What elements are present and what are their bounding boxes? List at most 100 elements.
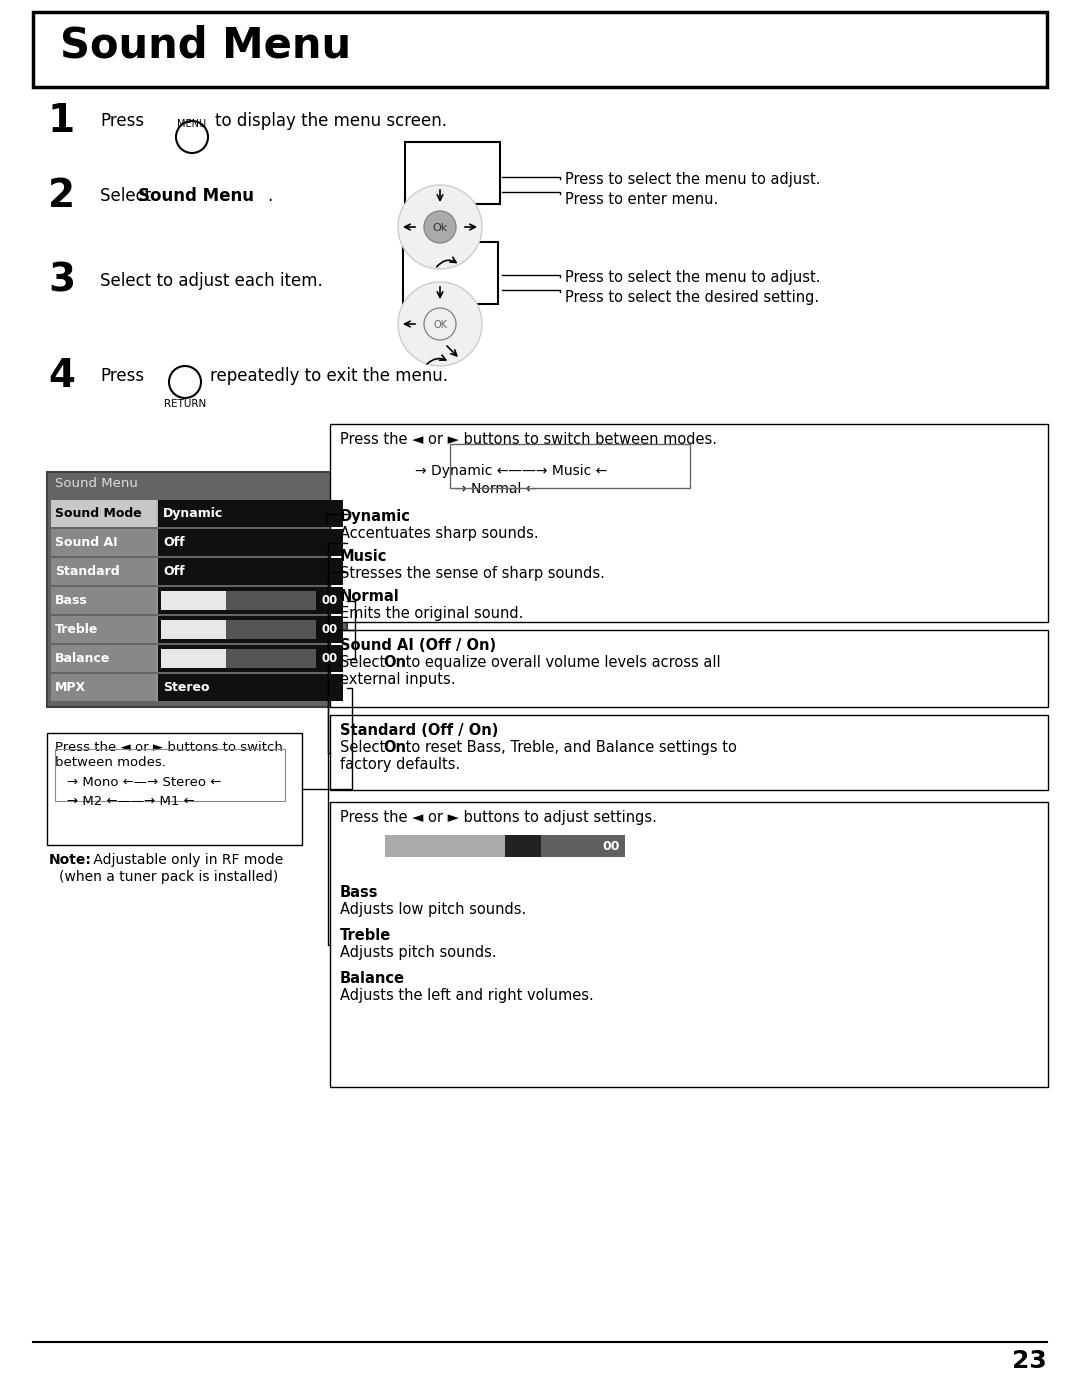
- Bar: [158, 500, 343, 527]
- Text: → Normal ←: → Normal ←: [455, 482, 538, 496]
- Text: Treble: Treble: [340, 928, 391, 943]
- Bar: [51, 500, 156, 527]
- Text: Bass: Bass: [390, 840, 422, 852]
- Text: 00: 00: [603, 840, 620, 852]
- Text: Press to enter menu.: Press to enter menu.: [565, 191, 718, 207]
- Bar: [161, 620, 226, 638]
- Text: Select: Select: [340, 740, 390, 754]
- Text: Sound Menu: Sound Menu: [55, 476, 138, 490]
- Text: Sound AI: Sound AI: [55, 536, 118, 549]
- Bar: [384, 835, 505, 856]
- Text: Standard: Standard: [55, 564, 120, 578]
- Bar: [51, 557, 343, 585]
- Bar: [51, 529, 156, 556]
- Text: → M2 ←——→ M1 ←: → M2 ←——→ M1 ←: [67, 795, 194, 807]
- Text: to display the menu screen.: to display the menu screen.: [215, 112, 447, 130]
- Bar: [405, 142, 500, 204]
- Text: Treble: Treble: [55, 623, 98, 636]
- Bar: [161, 650, 316, 668]
- Text: Accentuates sharp sounds.: Accentuates sharp sounds.: [340, 527, 539, 541]
- Bar: [51, 500, 343, 527]
- Bar: [161, 650, 226, 668]
- Text: between modes.: between modes.: [55, 756, 166, 768]
- Text: Off: Off: [163, 564, 185, 578]
- Text: 4: 4: [48, 358, 75, 395]
- Text: Press: Press: [100, 367, 144, 386]
- Bar: [51, 616, 343, 643]
- Bar: [51, 587, 156, 615]
- Text: Stresses the sense of sharp sounds.: Stresses the sense of sharp sounds.: [340, 566, 605, 581]
- Text: external inputs.: external inputs.: [340, 672, 456, 687]
- Text: 00: 00: [322, 623, 338, 636]
- Text: Bass: Bass: [55, 594, 87, 608]
- Text: Bass: Bass: [340, 886, 378, 900]
- Bar: [161, 591, 316, 610]
- Bar: [55, 749, 285, 800]
- Bar: [51, 645, 343, 672]
- Bar: [330, 715, 1048, 789]
- Bar: [158, 673, 343, 701]
- Bar: [51, 557, 156, 585]
- Bar: [403, 242, 498, 305]
- Bar: [505, 835, 541, 856]
- Text: MPX: MPX: [55, 680, 86, 694]
- Text: On: On: [383, 655, 406, 671]
- Bar: [51, 587, 343, 615]
- Text: Music: Music: [340, 549, 388, 564]
- Bar: [51, 645, 156, 672]
- Bar: [48, 472, 347, 707]
- Text: Press the ◄ or ► buttons to switch between modes.: Press the ◄ or ► buttons to switch betwe…: [340, 432, 717, 447]
- Bar: [450, 444, 690, 488]
- Text: to reset Bass, Treble, and Balance settings to: to reset Bass, Treble, and Balance setti…: [401, 740, 737, 754]
- Circle shape: [399, 282, 482, 366]
- Text: 3: 3: [48, 263, 76, 300]
- Text: to equalize overall volume levels across all: to equalize overall volume levels across…: [401, 655, 720, 671]
- Text: 00: 00: [322, 594, 338, 608]
- Text: Sound AI (Off / On): Sound AI (Off / On): [340, 638, 496, 652]
- Bar: [161, 591, 226, 610]
- Bar: [51, 529, 343, 556]
- Text: 23: 23: [1012, 1350, 1047, 1373]
- Text: Ok: Ok: [432, 224, 447, 233]
- Circle shape: [399, 184, 482, 270]
- Text: Press to select the menu to adjust.: Press to select the menu to adjust.: [565, 172, 821, 187]
- Text: Press to select the desired setting.: Press to select the desired setting.: [565, 291, 819, 305]
- Bar: [161, 620, 316, 638]
- Text: Press the ◄ or ► buttons to switch: Press the ◄ or ► buttons to switch: [55, 740, 283, 754]
- Bar: [158, 557, 343, 585]
- Text: RETURN: RETURN: [164, 400, 206, 409]
- Text: MENU: MENU: [177, 119, 206, 129]
- Bar: [330, 425, 1048, 622]
- Text: 00: 00: [322, 652, 338, 665]
- Text: → Mono ←—→ Stereo ←: → Mono ←—→ Stereo ←: [67, 775, 221, 789]
- Text: Select to adjust each item.: Select to adjust each item.: [100, 272, 323, 291]
- Text: repeatedly to exit the menu.: repeatedly to exit the menu.: [210, 367, 448, 386]
- Text: factory defaults.: factory defaults.: [340, 757, 460, 773]
- Text: Note:: Note:: [49, 854, 92, 868]
- Bar: [330, 802, 1048, 1087]
- Text: Dynamic: Dynamic: [163, 507, 224, 520]
- Text: → Dynamic ←——→ Music ←: → Dynamic ←——→ Music ←: [415, 464, 607, 478]
- Text: Adjusts low pitch sounds.: Adjusts low pitch sounds.: [340, 902, 526, 916]
- Text: OK: OK: [433, 320, 447, 330]
- Text: Press the ◄ or ► buttons to adjust settings.: Press the ◄ or ► buttons to adjust setti…: [340, 810, 657, 826]
- Text: Adjusts the left and right volumes.: Adjusts the left and right volumes.: [340, 988, 594, 1003]
- Text: Emits the original sound.: Emits the original sound.: [340, 606, 524, 622]
- Text: Off: Off: [163, 536, 185, 549]
- Bar: [51, 673, 156, 701]
- Text: Dynamic: Dynamic: [340, 509, 410, 524]
- Text: 2: 2: [48, 177, 76, 215]
- Bar: [51, 673, 343, 701]
- Text: (when a tuner pack is installed): (when a tuner pack is installed): [59, 870, 279, 884]
- Bar: [330, 630, 1048, 707]
- Text: Adjusts pitch sounds.: Adjusts pitch sounds.: [340, 944, 497, 960]
- Text: Press to select the menu to adjust.: Press to select the menu to adjust.: [565, 270, 821, 285]
- Text: Adjustable only in RF mode: Adjustable only in RF mode: [89, 854, 283, 868]
- Text: Balance: Balance: [55, 652, 110, 665]
- Text: 1: 1: [48, 102, 76, 140]
- Text: .: .: [267, 187, 272, 205]
- Text: Standard (Off / On): Standard (Off / On): [340, 724, 498, 738]
- Circle shape: [424, 211, 456, 243]
- Bar: [33, 13, 1047, 87]
- Text: Normal: Normal: [340, 590, 400, 604]
